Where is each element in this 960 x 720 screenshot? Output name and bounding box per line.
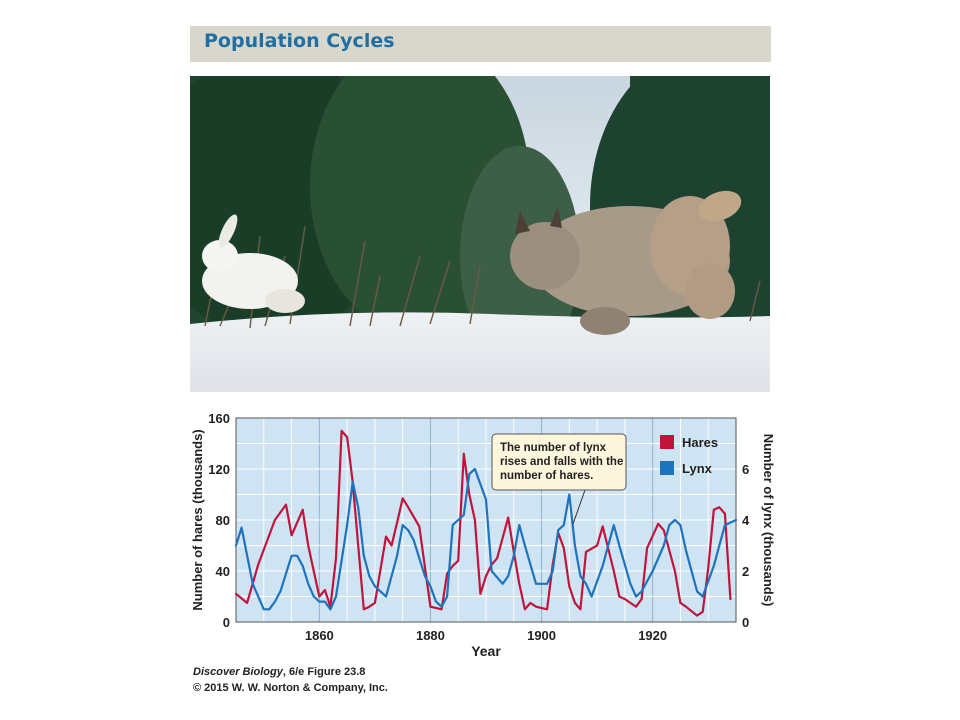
x-axis-label: Year [471, 643, 501, 659]
annotation-line: rises and falls with the [500, 456, 623, 468]
right-tick-label: 0 [742, 615, 749, 630]
hare-and-lynx-photo [190, 76, 770, 392]
x-tick-label: 1880 [416, 628, 445, 643]
legend-swatch-hares [660, 435, 674, 449]
photo-illustration [190, 76, 770, 392]
right-tick-label: 6 [742, 462, 749, 477]
annotation-text: The number of lynx rises and falls with t… [500, 442, 623, 482]
left-tick-label: 80 [216, 513, 230, 528]
left-tick-label: 120 [208, 462, 230, 477]
edition-figure: , 6/e Figure 23.8 [282, 666, 366, 678]
left-axis-ticks: 0 40 80 120 160 [208, 411, 230, 630]
x-axis-ticks: 1860 1880 1900 1920 [305, 628, 667, 643]
copyright-notice: © 2015 W. W. Norton & Company, Inc. [193, 682, 388, 694]
annotation-box [491, 433, 627, 491]
series-layer [234, 429, 738, 617]
annotation-line: The number of lynx [500, 442, 607, 454]
legend-label-hares: Hares [682, 435, 718, 450]
series-line-lynx [234, 467, 738, 611]
x-tick-label: 1900 [527, 628, 556, 643]
right-axis-label: Number of lynx (thousands) [761, 434, 776, 607]
annotation-callout: The number of lynx rises and falls with t… [491, 433, 627, 525]
x-tick-label: 1920 [638, 628, 667, 643]
plot-area [234, 417, 738, 623]
left-axis-label: Number of hares (thousands) [190, 429, 205, 610]
population-chart: 0 40 80 120 160 0 2 4 6 1860 1880 1900 1920 Year N… [190, 411, 776, 659]
title-bar: Population Cycles [190, 26, 771, 62]
book-title: Discover Biology [193, 666, 283, 678]
annotation-pointer [572, 489, 586, 525]
legend-label-lynx: Lynx [682, 461, 713, 476]
left-tick-label: 0 [223, 615, 230, 630]
page-title: Population Cycles [204, 30, 395, 52]
annotation-line: number of hares. [500, 470, 593, 482]
left-tick-label: 40 [216, 564, 230, 579]
right-tick-label: 2 [742, 564, 749, 579]
legend-swatch-lynx [660, 461, 674, 475]
legend: Hares Lynx [660, 435, 718, 476]
right-tick-label: 4 [742, 513, 750, 528]
figure-caption: Discover Biology, 6/e Figure 23.8 [193, 666, 365, 678]
right-axis-ticks: 0 2 4 6 [742, 462, 750, 630]
x-tick-label: 1860 [305, 628, 334, 643]
left-tick-label: 160 [208, 411, 230, 426]
